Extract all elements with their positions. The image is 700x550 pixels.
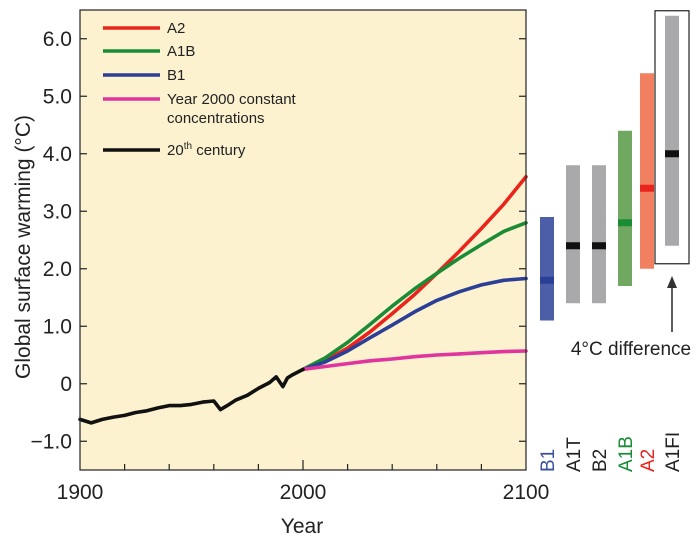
best-estimate-mark — [566, 242, 580, 250]
scenario-label: A1B — [616, 436, 637, 472]
scenario-label: B1 — [538, 449, 559, 472]
y-tick-label: 6.0 — [43, 28, 72, 51]
range-bar-b1 — [540, 217, 554, 321]
series-line-1 — [301, 175, 528, 372]
scenario-label: A1FI — [663, 432, 684, 472]
arrow-head-icon — [667, 276, 677, 288]
y-tick-label: 1.0 — [43, 315, 72, 338]
best-estimate-mark — [592, 242, 606, 250]
best-estimate-mark — [665, 150, 679, 158]
legend-label: A1B — [167, 43, 195, 60]
series-line-4 — [301, 349, 528, 372]
scenario-label: B2 — [590, 449, 611, 472]
range-bar-b2 — [592, 165, 606, 304]
legend-label: B1 — [167, 67, 185, 84]
x-tick-label: 1900 — [57, 481, 104, 504]
highlight-box — [654, 10, 690, 265]
series-line-5 — [78, 367, 305, 425]
scenario-ranges: B1 A1T B2 A1B A2 A1FI — [538, 10, 690, 472]
series-line-3 — [301, 276, 528, 372]
best-estimate-mark — [540, 276, 554, 284]
scenario-label: A1T — [564, 437, 585, 472]
y-tick-label: 5.0 — [43, 85, 72, 108]
legend-label: Year 2000 constant — [167, 91, 297, 108]
plot-background — [80, 10, 526, 470]
range-bar-a1b — [618, 130, 632, 286]
y-tick-label: 4.0 — [43, 143, 72, 166]
range-bar-a1t — [566, 165, 580, 304]
legend-label: 20th century — [167, 141, 246, 159]
legend-label: A2 — [167, 20, 185, 37]
x-tick-label: 2000 — [280, 481, 327, 504]
best-estimate-mark — [640, 184, 654, 192]
legend: A2 A1B B1 Year 2000 constant concentrations 2… — [103, 20, 297, 159]
range-bar-a1fi — [665, 15, 679, 246]
scenario-label: A2 — [638, 449, 659, 472]
series-line-2 — [301, 221, 528, 372]
difference-annotation: 4°C difference — [571, 339, 691, 360]
range-bar-a2 — [640, 73, 654, 269]
best-estimate-mark — [618, 219, 632, 227]
axis-layer: −1.0 0 1.0 2.0 3.0 4.0 5.0 6.0 1900 2000 2100 — [31, 28, 550, 504]
y-tick-label: 2.0 — [43, 258, 72, 281]
y-tick-label: −1.0 — [31, 430, 72, 453]
series-layer — [78, 175, 528, 425]
x-tick-label: 2100 — [503, 481, 550, 504]
x-axis-title: Year — [281, 515, 323, 538]
y-tick-label: 0 — [60, 373, 72, 396]
y-tick-label: 3.0 — [43, 200, 72, 223]
legend-label: concentrations — [167, 110, 265, 127]
y-axis-title: Global surface warming (°C) — [12, 115, 35, 379]
